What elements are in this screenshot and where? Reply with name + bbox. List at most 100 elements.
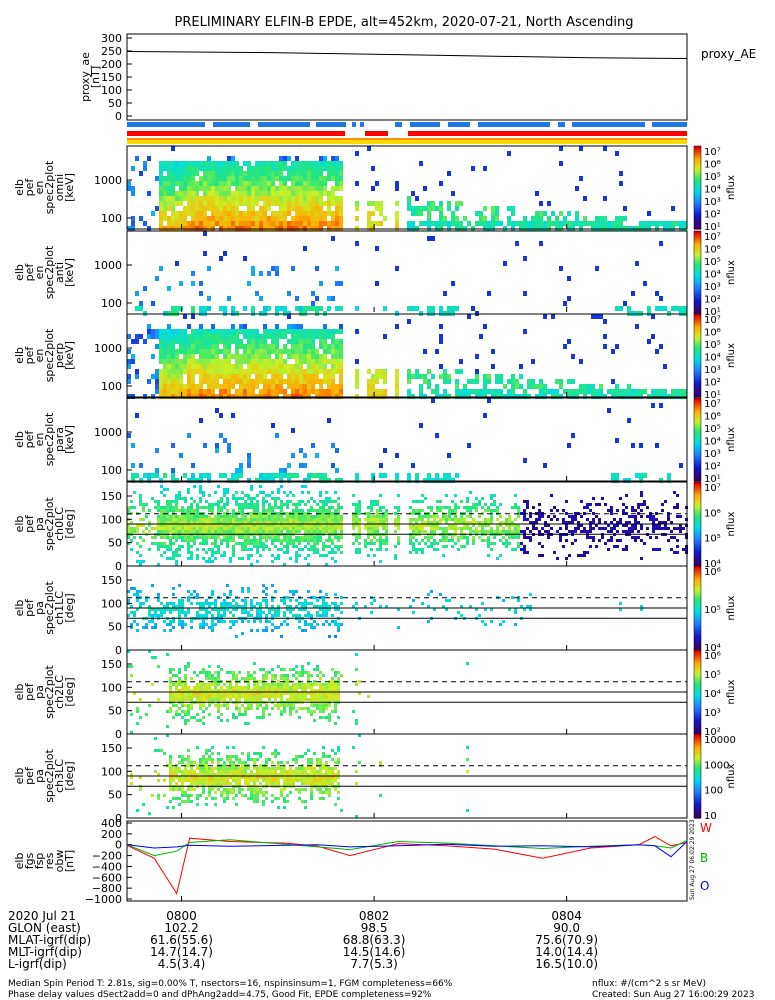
pitch-cell [286, 605, 289, 608]
energy-cell [275, 216, 279, 221]
energy-cell [255, 171, 259, 176]
energy-cell [499, 389, 503, 394]
pitch-cell [223, 521, 226, 524]
energy-cell [479, 334, 483, 339]
energy-cell [231, 216, 235, 221]
pitch-cell [484, 539, 487, 542]
pitch-cell [592, 512, 595, 515]
pitch-cell [211, 551, 214, 554]
energy-cell [319, 191, 323, 196]
colorbar-segment [694, 629, 701, 632]
pitch-cell [652, 521, 655, 524]
energy-cell [611, 473, 615, 478]
pitch-cell [208, 605, 211, 608]
energy-cell [551, 314, 555, 319]
pitch-cell [166, 653, 169, 656]
pitch-cell [535, 521, 538, 524]
energy-cell [295, 206, 299, 211]
energy-cell [255, 161, 259, 166]
energy-cell [543, 463, 547, 468]
energy-cell [227, 354, 231, 359]
pitch-cell [367, 524, 370, 527]
pitch-cell [175, 563, 178, 566]
pitch-cell [220, 509, 223, 512]
pitch-cell [175, 524, 178, 527]
pitch-cell [370, 518, 373, 521]
energy-cell [167, 334, 171, 339]
pitch-cell [364, 539, 367, 542]
pitch-cell [619, 608, 622, 611]
pitch-cell [184, 698, 187, 701]
energy-cell [323, 339, 327, 344]
energy-cell [163, 369, 167, 374]
pitch-cell [307, 521, 310, 524]
energy-cell [311, 306, 315, 311]
energy-cell [223, 191, 227, 196]
pitch-cell [304, 599, 307, 602]
energy-cell [227, 211, 231, 216]
pitch-cell [247, 503, 250, 506]
pitch-cell [232, 551, 235, 554]
energy-cell [247, 334, 251, 339]
pitch-cell [607, 548, 610, 551]
pitch-cell [304, 539, 307, 542]
energy-cell [243, 171, 247, 176]
pitch-cell [130, 506, 133, 509]
energy-cell [495, 221, 499, 226]
pitch-cell [235, 500, 238, 503]
colorbar-segment [694, 624, 701, 628]
pitch-cell [316, 521, 319, 524]
energy-cell [487, 291, 491, 296]
pitch-cell [298, 539, 301, 542]
pitch-cell [157, 614, 160, 617]
energy-cell [215, 206, 219, 211]
pitch-cell [166, 515, 169, 518]
pitch-cell [679, 530, 682, 533]
pitch-cell [421, 518, 424, 521]
colorbar-segment [694, 555, 701, 559]
pitch-cell [184, 524, 187, 527]
pitch-cell [334, 620, 337, 623]
pitch-cell [130, 731, 133, 734]
pitch-cell [529, 539, 532, 542]
energy-cell [451, 216, 455, 221]
energy-cell [235, 364, 239, 369]
pitch-cell [178, 692, 181, 695]
pitch-cell [151, 497, 154, 500]
energy-cell [503, 261, 507, 266]
pitch-tick-label: 50 [108, 621, 122, 634]
energy-cell [447, 171, 451, 176]
ylabel-line: elb [13, 600, 26, 617]
pitch-cell [295, 506, 298, 509]
energy-cell [671, 221, 675, 226]
pitch-cell [493, 500, 496, 503]
energy-cell [147, 473, 151, 478]
energy-cell [639, 443, 643, 448]
pitch-cell [304, 608, 307, 611]
pitch-cell [664, 524, 667, 527]
energy-cell [631, 443, 635, 448]
energy-cell [279, 473, 283, 478]
energy-cell [251, 166, 255, 171]
energy-cell [307, 473, 311, 478]
pitch-cell [160, 506, 163, 509]
pitch-cell [316, 524, 319, 527]
pitch-cell [223, 539, 226, 542]
pitch-cell [271, 539, 274, 542]
pitch-cell [466, 521, 469, 524]
energy-cell [159, 191, 163, 196]
pitch-cell [274, 611, 277, 614]
pitch-cell [640, 557, 643, 560]
energy-cell [619, 306, 623, 311]
pitch-cell [178, 614, 181, 617]
energy-cell [559, 211, 563, 216]
energy-cell [567, 379, 571, 384]
pitch-cell [220, 506, 223, 509]
ae-tick-label: 0 [115, 110, 122, 123]
pitch-cell [289, 536, 292, 539]
energy-cell [207, 176, 211, 181]
pitch-cell [394, 521, 397, 524]
pitch-cell [619, 518, 622, 521]
colorbar-segment [694, 528, 701, 531]
energy-cell [551, 221, 555, 226]
